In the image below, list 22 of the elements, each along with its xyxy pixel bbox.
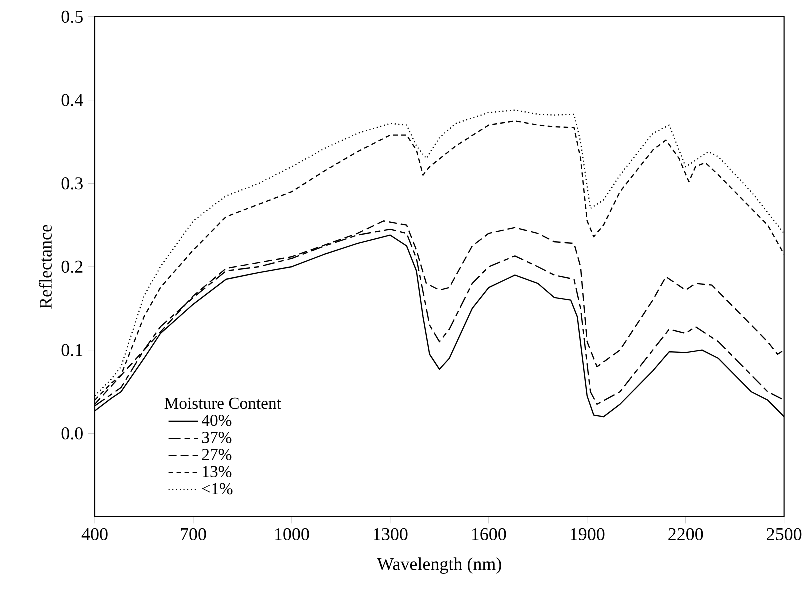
- legend-label: 40%: [202, 414, 232, 426]
- x-tick-label: 400: [82, 528, 108, 540]
- y-tick-label: 0.1: [62, 344, 83, 356]
- legend-label: 13%: [203, 466, 232, 478]
- y-tick-label: 0.4: [62, 94, 84, 106]
- x-tick-label: 1600: [472, 528, 506, 540]
- x-tick-label: 700: [181, 528, 206, 540]
- legend-title: Moisture Content: [164, 398, 282, 410]
- y-tick-label: 0.3: [62, 178, 83, 190]
- x-tick-label: 2500: [767, 528, 802, 540]
- y-tick-label: 0.5: [62, 10, 83, 24]
- x-tick-label: 1900: [570, 528, 605, 540]
- legend-label: <1%: [202, 483, 233, 495]
- y-tick-label: 0.0: [62, 428, 83, 440]
- x-tick-label: 1300: [374, 528, 408, 540]
- y-axis-title: Reflectance: [39, 225, 52, 309]
- legend-label: 27%: [202, 449, 232, 460]
- x-tick-label: 1000: [276, 528, 310, 540]
- x-axis-title: Wavelength (nm): [377, 558, 502, 574]
- legend-label: 37%: [202, 432, 232, 444]
- x-tick-label: 2200: [668, 528, 704, 540]
- y-tick-label: 0.2: [62, 260, 83, 274]
